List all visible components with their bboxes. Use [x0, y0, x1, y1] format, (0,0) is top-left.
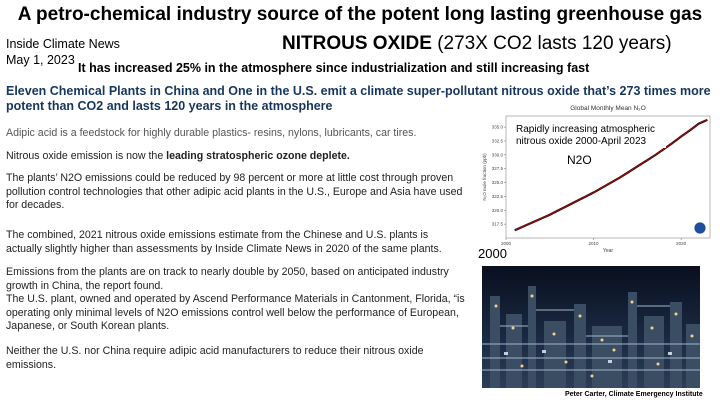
- chart-start-year: 2000: [478, 246, 507, 261]
- x-tick-label: 2010: [589, 241, 600, 246]
- source-block: Inside Climate News May 1, 2023: [6, 36, 120, 68]
- y-tick-label: 322.5: [492, 194, 504, 199]
- paragraph-adipic-acid: Adipic acid is a feedstock for highly du…: [6, 127, 417, 139]
- y-tick-label: 332.5: [492, 138, 504, 143]
- paragraph-ozone: Nitrous oxide emission is now the leadin…: [6, 150, 466, 164]
- y-tick-label: 320.0: [492, 208, 504, 213]
- lead-paragraph: Eleven Chemical Plants in China and One …: [6, 84, 711, 113]
- paragraph-ozone-text: Nitrous oxide emission is now the: [6, 150, 167, 162]
- paragraph-reduction: The plants’ N2O emissions could be reduc…: [6, 172, 463, 211]
- gas-name: NITROUS OXIDE: [282, 33, 432, 54]
- paragraph-growth: Emissions from the plants are on track t…: [6, 266, 466, 334]
- x-tick-label: 2000: [501, 241, 512, 246]
- chemical-plant-photo: [482, 266, 700, 388]
- n2o-chart-svg: Global Monthly Mean N₂O Year N₂O mole frac…: [482, 105, 711, 254]
- y-axis-label: N₂O mole fraction (ppb): [482, 153, 487, 201]
- y-tick-label: 317.5: [492, 222, 504, 227]
- series-monthly-line: [514, 119, 708, 231]
- plot-frame: [505, 115, 711, 239]
- y-tick-label: 327.5: [492, 166, 504, 171]
- paragraph-growth-text: Emissions from the plants are on track t…: [6, 266, 449, 292]
- paragraph-estimate: The combined, 2021 nitrous oxide emissio…: [6, 229, 442, 255]
- publication-name: Inside Climate News: [6, 37, 120, 51]
- agency-logo: [693, 221, 707, 235]
- x-tick-label: 2020: [676, 241, 687, 246]
- y-tick-label: 325.0: [492, 180, 504, 185]
- gas-note: (273X CO2 lasts 120 years): [437, 33, 672, 54]
- paragraph-us-plant: The U.S. plant, owned and operated by As…: [6, 293, 465, 332]
- y-tick-label: 335.0: [492, 125, 504, 130]
- publication-date: May 1, 2023: [6, 53, 75, 67]
- paragraph-ozone-emphasis: leading stratospheric ozone deplete.: [166, 150, 350, 162]
- y-tick-label: 330.0: [492, 152, 504, 157]
- n2o-chart: Global Monthly Mean N₂O Year N₂O mole frac…: [478, 100, 720, 260]
- chart-series-label: N2O: [567, 153, 592, 167]
- x-axis-label: Year: [603, 248, 613, 254]
- chart-title: Global Monthly Mean N₂O: [570, 105, 646, 112]
- page-title: A petro-chemical industry source of the …: [17, 4, 703, 25]
- image-credit: Peter Carter, Climate Emergency Institut…: [565, 391, 703, 398]
- increase-subheading: It has increased 25% in the atmosphere s…: [78, 61, 590, 75]
- gas-heading: NITROUS OXIDE (273X CO2 lasts 120 years): [282, 33, 672, 55]
- paragraph-regulation: Neither the U.S. nor China require adipi…: [6, 345, 424, 371]
- chart-annotation: Rapidly increasing atmospheric nitrous o…: [516, 124, 666, 148]
